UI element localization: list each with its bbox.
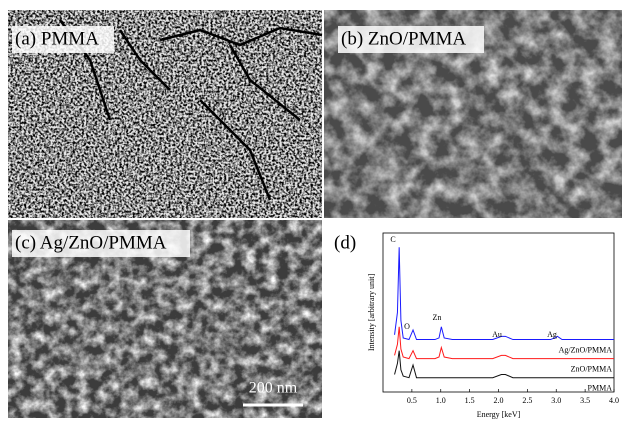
scale-bar-label: 200 nm bbox=[249, 380, 298, 397]
peak-label: Ag bbox=[547, 330, 557, 339]
series-label: ZnO/PMMA bbox=[571, 364, 613, 373]
x-tick-label: 1.0 bbox=[436, 396, 446, 405]
x-tick-label: 3.5 bbox=[580, 396, 590, 405]
peak-label: Zn bbox=[433, 313, 442, 322]
y-axis-label: Intensity [arbitrary unit] bbox=[367, 274, 376, 352]
peak-label: C bbox=[390, 235, 395, 244]
spectrum-line bbox=[395, 247, 614, 339]
x-tick-label: 0.5 bbox=[407, 396, 417, 405]
series-label: PMMA bbox=[588, 384, 613, 393]
panel-label: (b) ZnO/PMMA bbox=[341, 28, 466, 49]
x-tick-label: 2.5 bbox=[522, 396, 532, 405]
panel-label: (a) PMMA bbox=[15, 28, 99, 49]
x-axis-label: Energy [keV] bbox=[477, 410, 521, 419]
x-tick-label: 4.0 bbox=[609, 396, 619, 405]
panel-label: (c) Ag/ZnO/PMMA bbox=[15, 232, 167, 253]
peak-label: Au bbox=[492, 330, 502, 339]
panel-label: (d) bbox=[334, 232, 356, 253]
peak-label: O bbox=[404, 322, 410, 331]
x-tick-label: 2.0 bbox=[494, 396, 504, 405]
x-tick-label: 1.5 bbox=[465, 396, 475, 405]
series-label: Ag/ZnO/PMMA bbox=[559, 345, 613, 354]
x-tick-label: 3.0 bbox=[551, 396, 561, 405]
figure: 200 nm (a) PMMA (b) ZnO/PMMA (c) Ag/ZnO/… bbox=[0, 0, 630, 425]
